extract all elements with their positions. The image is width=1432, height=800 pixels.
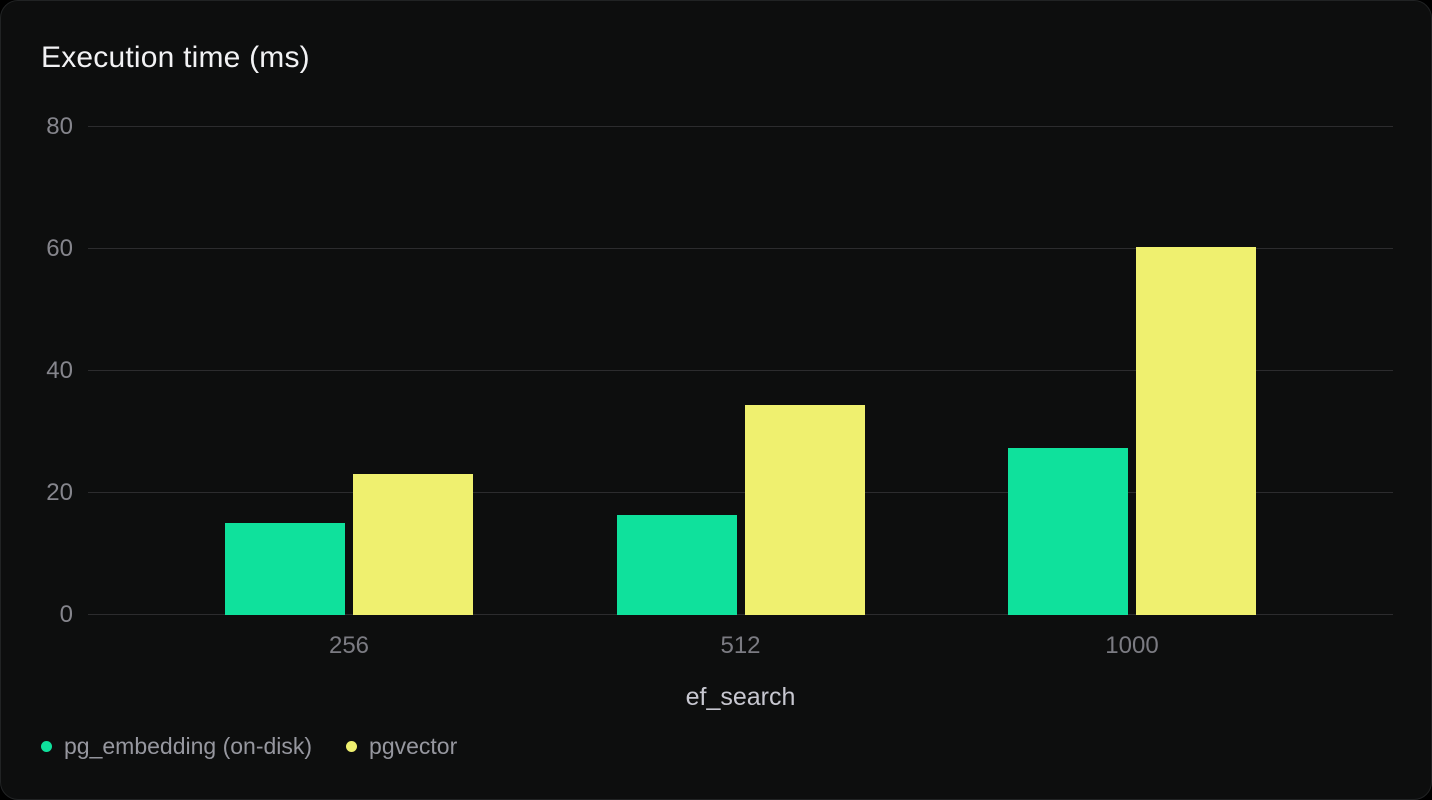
bar-group-512	[616, 127, 865, 615]
bar-pg-embedding-on-disk-256	[225, 522, 345, 615]
x-tick-label-256: 256	[328, 632, 370, 659]
bar-group-256	[225, 127, 473, 615]
gridline-40	[88, 370, 1393, 371]
y-tick-label-60: 60	[46, 235, 73, 262]
x-axis-label: ef_search	[685, 683, 796, 711]
legend: pg_embedding (on-disk) pgvector	[41, 733, 457, 760]
legend-label: pgvector	[369, 733, 458, 759]
gridline-20	[88, 492, 1393, 493]
bar-pg-embedding-on-disk-1000	[1008, 447, 1128, 615]
y-tick-label-0: 0	[59, 601, 73, 628]
gridline-80	[88, 126, 1393, 127]
x-tick-label-1000: 1000	[1105, 632, 1159, 659]
legend-item-pgvector: pgvector	[346, 733, 457, 760]
gridline-60	[88, 248, 1393, 249]
legend-item-pg-embedding-on-disk: pg_embedding (on-disk)	[41, 733, 312, 760]
legend-dot-icon	[41, 741, 52, 752]
bar-pgvector-1000	[1136, 246, 1256, 615]
legend-dot-icon	[346, 741, 358, 752]
bar-pg-embedding-on-disk-512	[616, 514, 737, 615]
y-tick-label-80: 80	[46, 113, 73, 140]
x-tick-label-512: 512	[720, 632, 761, 659]
bar-group-1000	[1008, 127, 1256, 615]
y-tick-label-20: 20	[46, 479, 73, 506]
gridline-0	[88, 614, 1393, 615]
bar-pgvector-512	[744, 404, 865, 615]
y-tick-label-40: 40	[46, 357, 73, 384]
legend-label: pg_embedding (on-disk)	[64, 733, 313, 759]
chart-title: Execution time (ms)	[41, 41, 310, 74]
plot-area: 256 512 1000	[88, 126, 1393, 659]
bar-pgvector-256	[353, 474, 473, 615]
